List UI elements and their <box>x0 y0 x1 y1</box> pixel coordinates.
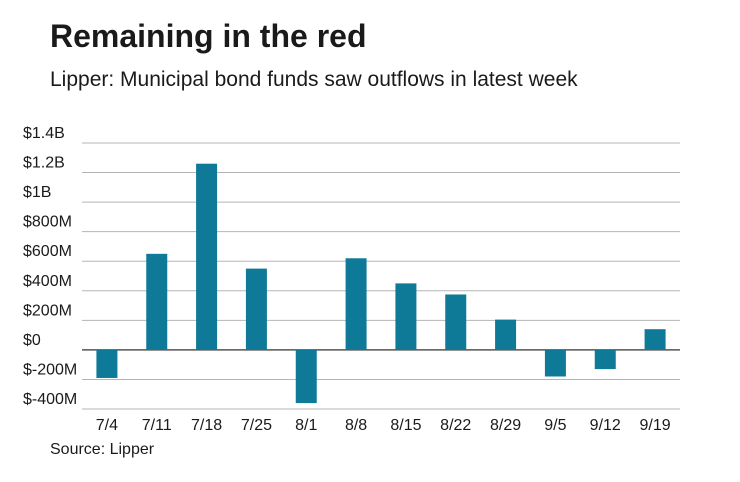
bar-7-25 <box>245 268 267 350</box>
x-tick-label: 8/1 <box>295 417 317 434</box>
y-tick-label: $600M <box>23 243 72 260</box>
x-tick-label: 9/5 <box>544 417 566 434</box>
x-tick-label: 7/11 <box>142 417 172 434</box>
x-tick-label: 8/29 <box>490 417 521 434</box>
x-tick-label: 8/8 <box>345 417 367 434</box>
x-tick-label: 7/18 <box>191 417 222 434</box>
bars <box>96 163 666 404</box>
source-note: Source: Lipper <box>50 441 155 458</box>
x-tick-label: 9/12 <box>590 417 621 434</box>
bar-8-22 <box>445 294 467 350</box>
x-tick-label: 7/4 <box>96 417 118 434</box>
bar-7-4 <box>96 349 118 378</box>
x-tick-label: 9/19 <box>640 417 671 434</box>
bar-9-5 <box>544 349 566 377</box>
bar-9-19 <box>644 329 666 350</box>
bar-9-12 <box>594 349 616 370</box>
bar-7-11 <box>146 253 168 350</box>
bar-8-15 <box>395 283 417 350</box>
y-tick-label: $-200M <box>23 361 77 378</box>
x-tick-label: 8/22 <box>440 417 471 434</box>
x-tick-label: 8/15 <box>390 417 421 434</box>
y-tick-label: $1.2B <box>23 155 65 172</box>
chart-title: Remaining in the red <box>50 18 367 54</box>
y-tick-label: $1B <box>23 184 51 201</box>
y-tick-label: $-400M <box>23 391 77 408</box>
x-tick-label: 7/25 <box>241 417 272 434</box>
y-tick-label: $1.4B <box>23 125 65 142</box>
x-axis-tick-labels: 7/4 7/11 7/18 7/25 8/1 8/8 8/15 8/22 8/29 9/5 9/12… <box>96 417 671 434</box>
bar-8-29 <box>495 319 517 350</box>
y-tick-label: $400M <box>23 273 72 290</box>
chart-subtitle: Lipper: Municipal bond funds saw outflow… <box>50 68 578 91</box>
y-tick-label: $800M <box>23 214 72 231</box>
bar-8-8 <box>345 258 367 350</box>
grid-lines <box>82 142 680 410</box>
y-axis-tick-labels: $1.4B $1.2B $1B $800M $600M $400M $200M $0 $-200… <box>23 125 77 408</box>
bar-7-18 <box>196 163 218 350</box>
y-tick-label: $0 <box>23 332 41 349</box>
y-tick-label: $200M <box>23 302 72 319</box>
bar-8-1 <box>295 349 317 404</box>
